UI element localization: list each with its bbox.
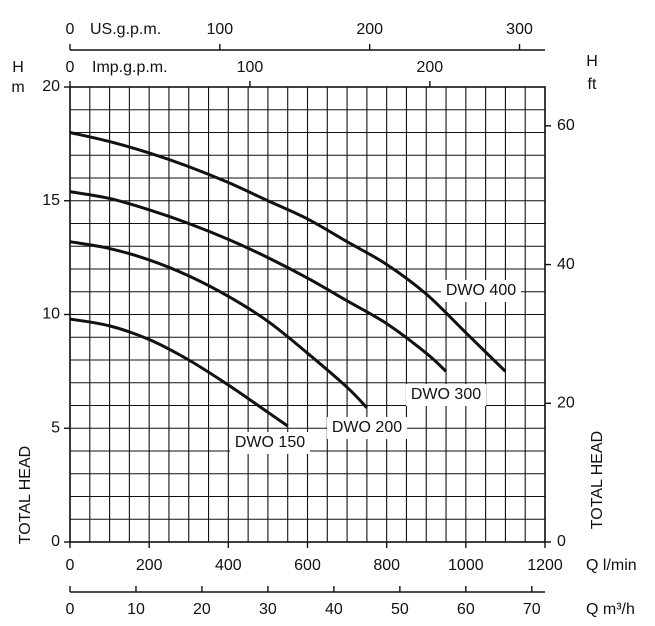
x-tick-label: 800 [373,557,400,574]
y-tick-label: 10 [42,306,60,323]
x4-tick-label: 0 [66,59,75,76]
x2-tick-label: 70 [523,601,541,618]
x3-tick-label: 0 [66,21,75,38]
y-tick-label: 0 [51,533,60,550]
x-tick-label: 1000 [448,557,484,574]
y2-tick-label: 0 [557,533,566,550]
y2-symbol: H [586,53,598,70]
label-background [441,280,521,302]
x4-tick-label: 200 [416,59,443,76]
y-unit: m [11,79,24,96]
x3-tick-label: 200 [356,21,383,38]
x3-axis-label: US.g.p.m. [90,21,161,38]
y-tick-label: 5 [51,419,60,436]
x2-tick-label: 60 [457,601,475,618]
x2-tick-label: 10 [127,601,145,618]
series-label: DWO 400 [446,282,516,299]
x-tick-label: 0 [66,557,75,574]
x3-tick-label: 100 [206,21,233,38]
y2-unit: ft [588,76,597,93]
x4-axis-label: Imp.g.p.m. [92,59,168,76]
x2-tick-label: 0 [66,601,75,618]
label-background [230,432,310,454]
pump-curve [69,131,507,373]
pump-curve [69,190,448,373]
x4-tick-label: 100 [237,59,264,76]
y-tick-label: 15 [42,192,60,209]
x2-tick-label: 20 [193,601,211,618]
y2-tick-label: 60 [557,117,575,134]
x2-tick-label: 30 [259,601,277,618]
y2-tick-label: 20 [557,394,575,411]
y-axis-label: TOTAL HEAD [17,446,34,544]
x-axis-label: Q l/min [586,557,637,574]
y-symbol: H [12,59,24,76]
series-label: DWO 150 [235,434,305,451]
label-background [406,384,486,406]
label-background [327,417,407,439]
series-label: DWO 300 [411,386,481,403]
x2-tick-label: 50 [391,601,409,618]
x3-tick-label: 300 [506,21,533,38]
pump-curve [69,317,289,428]
x2-axis-label: Q m³/h [586,601,635,618]
y2-tick-label: 40 [557,256,575,273]
x-tick-label: 400 [215,557,242,574]
x-tick-label: 1200 [527,557,563,574]
y-tick-label: 20 [42,78,60,95]
x2-tick-label: 40 [325,601,343,618]
x-tick-label: 200 [136,557,163,574]
series-label: DWO 200 [332,419,402,436]
x-tick-label: 600 [294,557,321,574]
pump-curve [69,240,368,409]
y2-axis-label: TOTAL HEAD [589,431,606,529]
